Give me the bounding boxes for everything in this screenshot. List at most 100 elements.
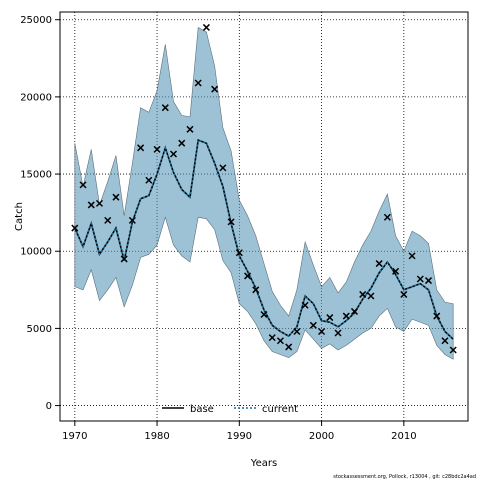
observed-point-stroke [285, 343, 293, 351]
line-group [74, 139, 454, 340]
observed-point [211, 85, 219, 93]
observed-point [359, 290, 367, 298]
observed-point [334, 329, 342, 337]
legend-label-current: current [262, 404, 298, 415]
observed-point-stroke [334, 329, 342, 337]
observed-point [301, 301, 309, 309]
observed-point-stroke [326, 314, 334, 322]
observed-point-stroke [441, 337, 449, 345]
observed-point-stroke [268, 334, 276, 342]
observed-point [416, 275, 424, 283]
observed-point [441, 337, 449, 345]
observed-point-stroke [342, 312, 350, 320]
observed-point-stroke [178, 139, 186, 147]
observed-point [194, 79, 202, 87]
observed-point [375, 260, 383, 268]
observed-point [128, 216, 136, 224]
observed-point-stroke [309, 321, 317, 329]
observed-point-stroke [318, 327, 326, 336]
observed-point-stroke [95, 199, 104, 207]
observed-point-stroke [104, 216, 112, 224]
legend: base current [162, 404, 298, 415]
observed-point-stroke [194, 79, 202, 87]
observed-point-stroke [145, 176, 153, 184]
observed-point [449, 346, 457, 354]
observed-point-stroke [211, 85, 219, 93]
x-tick-label: 1990 [227, 431, 252, 442]
observed-point [367, 292, 375, 300]
observed-point-stroke [252, 286, 260, 294]
observed-point [145, 176, 153, 184]
observed-point [285, 343, 293, 351]
observed-point-stroke [235, 249, 243, 257]
observed-point-stroke [161, 104, 169, 112]
observed-point [104, 216, 112, 224]
observed-point-stroke [392, 267, 400, 275]
y-tick-label: 20000 [20, 92, 52, 103]
x-tick-label: 2010 [391, 431, 416, 442]
observed-point [137, 144, 145, 152]
observed-point-stroke [276, 337, 284, 345]
plot-frame [59, 11, 469, 422]
observed-point [424, 277, 433, 285]
observed-point [252, 286, 260, 294]
x-tick-label: 2000 [309, 431, 334, 442]
y-tick-label: 25000 [20, 15, 52, 26]
observed-point [383, 213, 391, 221]
observed-point [392, 267, 400, 275]
observed-point-stroke [408, 252, 416, 260]
observed-point-stroke [350, 307, 359, 315]
observed-point [227, 218, 235, 226]
x-tick-label: 1970 [62, 431, 87, 442]
observed-point [268, 334, 276, 342]
y-tick-label: 0 [46, 401, 52, 412]
observed-point [202, 23, 210, 31]
observed-point [71, 224, 79, 232]
observed-point [153, 145, 161, 153]
observed-point-stroke [260, 310, 268, 319]
observed-point-stroke [153, 145, 161, 153]
observed-point [79, 181, 87, 189]
observed-point-stroke [400, 290, 408, 298]
observed-point-stroke [79, 181, 87, 189]
observed-point [408, 252, 416, 260]
observed-point [235, 249, 243, 257]
observed-point-stroke [383, 213, 391, 221]
x-axis-ticks: 1970 1980 1990 2000 2010 [62, 421, 417, 442]
observed-point-stroke [128, 216, 136, 224]
observed-point-stroke [87, 201, 95, 209]
observed-point-stroke [137, 144, 145, 152]
observed-point [112, 193, 120, 201]
observed-point-stroke [293, 327, 301, 336]
observed-point-stroke [433, 312, 441, 320]
observed-point [400, 290, 408, 298]
y-tick-label: 15000 [20, 170, 52, 181]
observed-point [169, 150, 178, 158]
observed-point-stroke [112, 193, 120, 201]
observed-point [326, 314, 334, 322]
y-axis-label: Catch [14, 202, 25, 231]
observed-point [178, 139, 186, 147]
observed-point-stroke [449, 346, 457, 354]
observed-point [120, 255, 128, 263]
legend-label-base: base [190, 404, 214, 415]
observed-point-stroke [227, 218, 235, 226]
observed-point-stroke [71, 224, 79, 232]
y-tick-label: 5000 [27, 324, 52, 335]
observed-point [433, 312, 441, 320]
observed-point [219, 164, 227, 172]
observed-point-stroke [424, 277, 433, 285]
observed-point-stroke [359, 290, 367, 298]
observed-point [342, 312, 350, 320]
observed-point [260, 310, 268, 319]
observed-point [309, 321, 317, 329]
y-axis-ticks: 0 5000 10000 15000 20000 25000 [20, 15, 60, 412]
observed-point-stroke [244, 272, 252, 280]
series-line-current [74, 139, 454, 340]
observed-point-stroke [416, 275, 424, 283]
observed-point [318, 327, 326, 336]
observed-point [186, 125, 194, 133]
observed-point-stroke [202, 23, 210, 31]
observed-point-stroke [120, 255, 128, 263]
